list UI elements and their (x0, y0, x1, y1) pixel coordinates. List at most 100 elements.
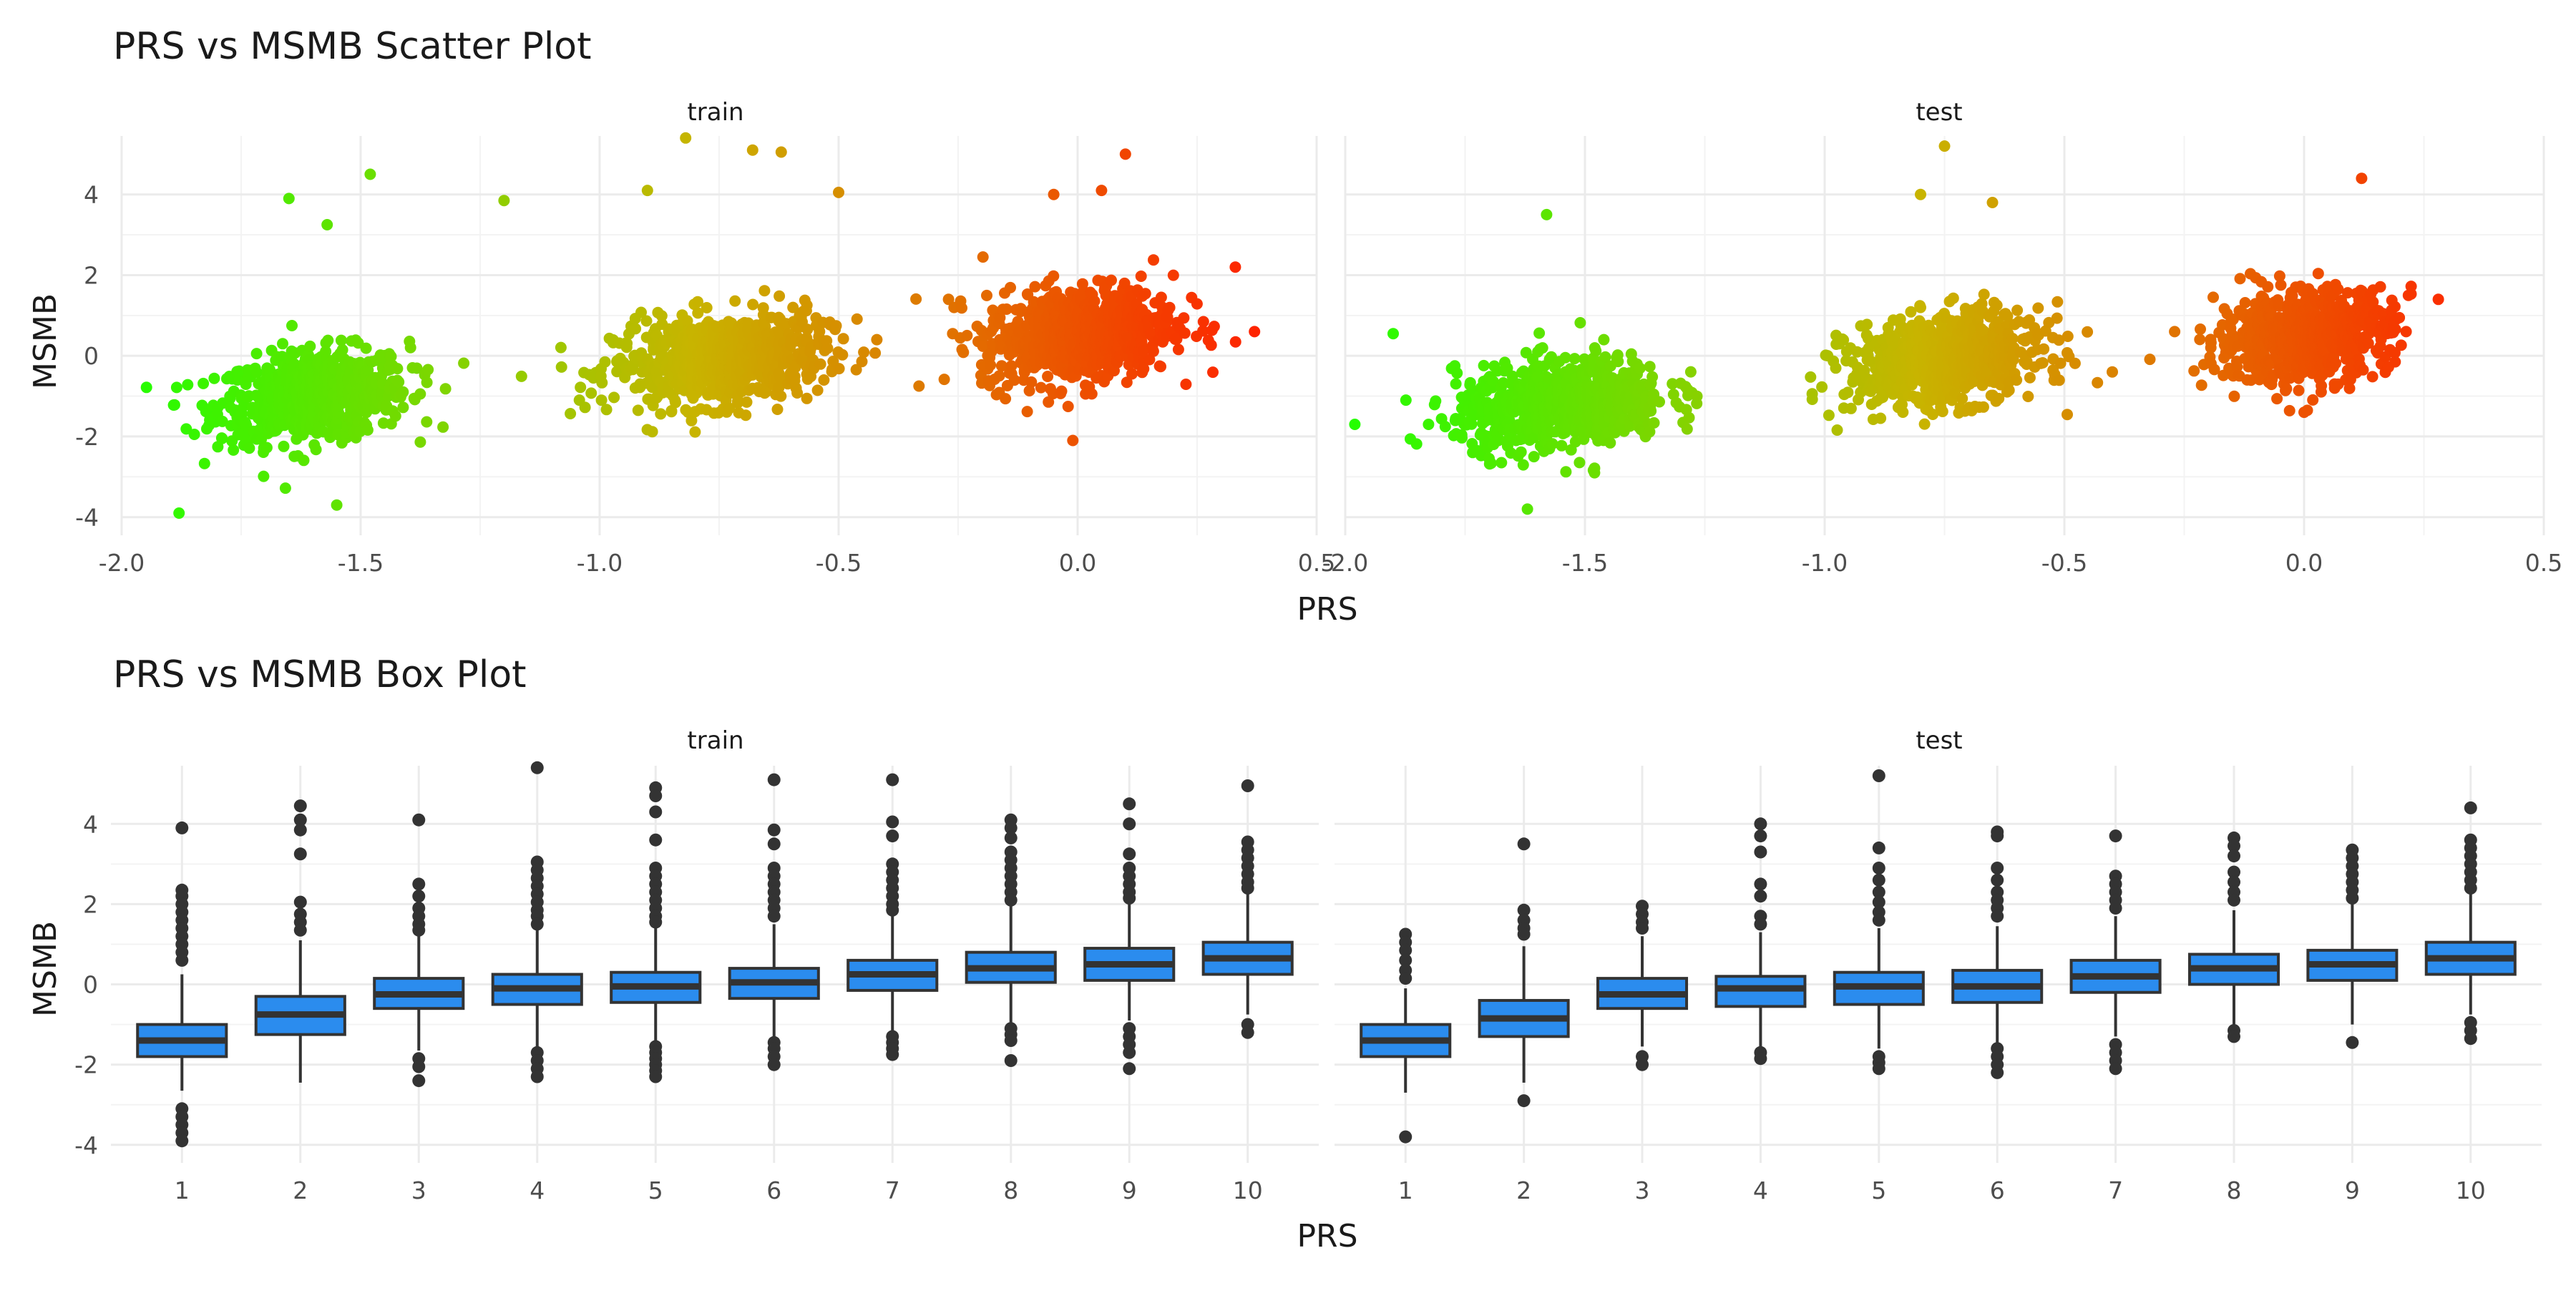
box-outlier (1991, 1066, 2004, 1079)
y-tick-label: 4 (83, 810, 98, 838)
scatter-point (1387, 328, 1399, 340)
scatter-point (1845, 402, 1857, 414)
x-tick-label: 5 (648, 1176, 663, 1204)
box-outlier (1517, 1094, 1531, 1108)
x-tick-label: 5 (1871, 1176, 1886, 1204)
scatter-point (1067, 434, 1079, 447)
box-outlier (1004, 1034, 1018, 1047)
scatter-point (2169, 326, 2181, 338)
scatter-point (2195, 379, 2207, 391)
scatter-point (1171, 333, 1183, 345)
scatter-point (277, 338, 288, 350)
scatter-point (774, 290, 786, 302)
box-outlier (2227, 839, 2240, 853)
scatter-point (741, 396, 753, 408)
scatter-point (1533, 327, 1546, 339)
box-outlier (886, 1048, 899, 1061)
scatter-point (851, 313, 863, 325)
box-outlier (1004, 1054, 1018, 1067)
scatter-point (665, 406, 678, 418)
box-outlier (293, 823, 307, 837)
scatter-point (723, 402, 736, 414)
scatter-point (740, 409, 752, 422)
scatter-point (579, 401, 591, 414)
scatter-point (360, 342, 372, 354)
scatter-point (830, 320, 842, 332)
box-outlier (293, 799, 307, 813)
scatter-point (1043, 396, 1055, 408)
scatter-point (801, 299, 813, 311)
scatter-y-axis-title: MSMB (27, 293, 64, 389)
scatter-point (1167, 269, 1179, 281)
x-tick-label: 10 (2456, 1176, 2486, 1204)
box-panel-test: 1 2 3 4 5 6 7 8 9 10 (1335, 766, 2542, 1204)
scatter-point (1918, 418, 1931, 430)
scatter-point (2006, 333, 2019, 344)
scatter-point (1599, 351, 1611, 363)
scatter-point (1691, 390, 1703, 402)
scatter-point (180, 423, 192, 435)
x-tick-label: 9 (2345, 1176, 2360, 1204)
scatter-point (821, 342, 834, 354)
box-outlier (649, 805, 663, 819)
scatter-point (2301, 404, 2313, 416)
scatter-point (310, 444, 322, 456)
scatter-point (818, 374, 830, 386)
scatter-point (1197, 325, 1209, 337)
scatter-point (871, 333, 883, 346)
y-tick-label: 2 (84, 261, 99, 289)
scatter-point (1624, 420, 1636, 432)
scatter-point (732, 395, 743, 407)
scatter-point (2069, 357, 2081, 369)
scatter-point (335, 334, 347, 346)
scatter-point (1180, 379, 1192, 390)
scatter-point (1648, 416, 1660, 429)
y-tick-label: 0 (83, 971, 98, 999)
y-tick-label: 0 (84, 342, 99, 370)
scatter-point (422, 364, 434, 376)
scatter-strip-test: test (1916, 98, 1962, 127)
box-strip-test: test (1916, 726, 1962, 755)
scatter-point (2362, 337, 2374, 349)
scatter-point (1088, 295, 1101, 307)
scatter-point (1163, 301, 1176, 313)
scatter-point (801, 392, 813, 404)
box-outlier (1754, 829, 1767, 843)
box-outlier (649, 833, 663, 847)
scatter-point (391, 363, 404, 375)
scatter-point (1138, 345, 1149, 357)
scatter-point (331, 499, 343, 511)
scatter-point (595, 394, 608, 406)
scatter-point (729, 295, 741, 307)
box-outlier (1991, 862, 2004, 875)
box-outlier (649, 915, 663, 929)
scatter-point (1560, 466, 1572, 478)
scatter-point (600, 404, 613, 416)
scatter-point (1528, 451, 1540, 463)
scatter-point (1993, 392, 2005, 404)
scatter-point (1119, 148, 1131, 160)
scatter-point (801, 323, 814, 336)
scatter-panel-test: -2.0 -1.5 -1.0 -0.5 0.0 0.5 (1322, 136, 2562, 577)
scatter-point (836, 349, 849, 361)
scatter-point (2405, 281, 2417, 293)
scatter-point (585, 387, 597, 399)
box-outlier (1004, 821, 1018, 834)
scatter-point (2273, 270, 2285, 282)
scatter-point (555, 361, 567, 373)
scatter-point (2389, 301, 2401, 313)
box-outlier (2346, 1036, 2359, 1049)
scatter-point (2062, 331, 2074, 342)
scatter-point (1556, 439, 1568, 452)
scatter-point (1148, 254, 1159, 266)
scatter-point (414, 388, 426, 400)
scatter-point (243, 442, 255, 454)
scatter-point (2395, 339, 2407, 351)
scatter-x-axis-title: PRS (1297, 591, 1357, 628)
scatter-point (2367, 296, 2379, 308)
scatter-point (1905, 306, 1917, 318)
scatter-point (1147, 345, 1159, 357)
scatter-point (1517, 459, 1529, 471)
scatter-point (1229, 261, 1241, 273)
